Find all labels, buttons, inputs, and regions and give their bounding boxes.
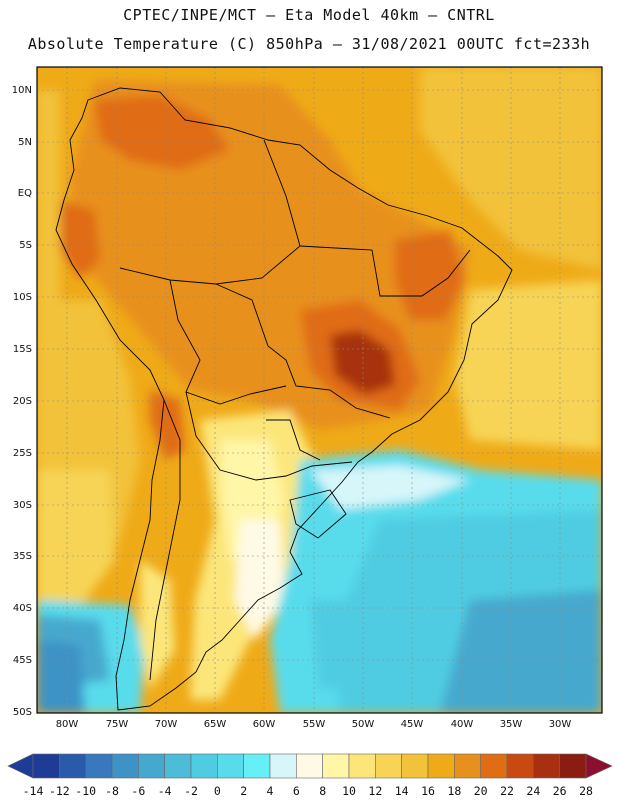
lon-label: 35W [500, 719, 523, 730]
lat-label: 30S [13, 500, 32, 511]
coastlines-borders [55, 87, 513, 711]
lat-label: 35S [13, 551, 32, 562]
lon-label: 75W [106, 719, 129, 730]
lat-label: 10S [13, 292, 32, 303]
temperature-field [37, 67, 602, 713]
lat-label: 10N [12, 85, 32, 96]
lon-label: 30W [549, 719, 572, 730]
lat-axis: 10N 5N EQ 5S 10S 15S 20S 25S 30S 35S 40S… [12, 85, 32, 718]
map-frame [36, 66, 603, 714]
lat-label: 40S [13, 603, 32, 614]
lon-label: 80W [56, 719, 79, 730]
lat-label: 20S [13, 396, 32, 407]
lon-axis: 80W 75W 70W 65W 60W 55W 50W 45W 40W 35W … [56, 719, 572, 730]
map-gridlines [37, 67, 602, 713]
lat-label: 15S [13, 344, 32, 355]
lat-label: 5N [18, 137, 32, 148]
lon-label: 40W [451, 719, 474, 730]
lat-label: 25S [13, 448, 32, 459]
lon-label: 45W [401, 719, 424, 730]
lon-label: 55W [303, 719, 326, 730]
lat-label: 45S [13, 655, 32, 666]
lon-label: 60W [253, 719, 276, 730]
chart-title-line2: Absolute Temperature (C) 850hPa – 31/08/… [27, 35, 591, 53]
lon-label: 65W [204, 719, 227, 730]
lat-label: 50S [13, 707, 32, 718]
lat-label: EQ [18, 188, 32, 199]
chart-title-line1: CPTEC/INPE/MCT – Eta Model 40km – CNTRL [123, 6, 495, 24]
lon-label: 70W [155, 719, 178, 730]
lat-label: 5S [19, 240, 32, 251]
lon-label: 50W [352, 719, 375, 730]
